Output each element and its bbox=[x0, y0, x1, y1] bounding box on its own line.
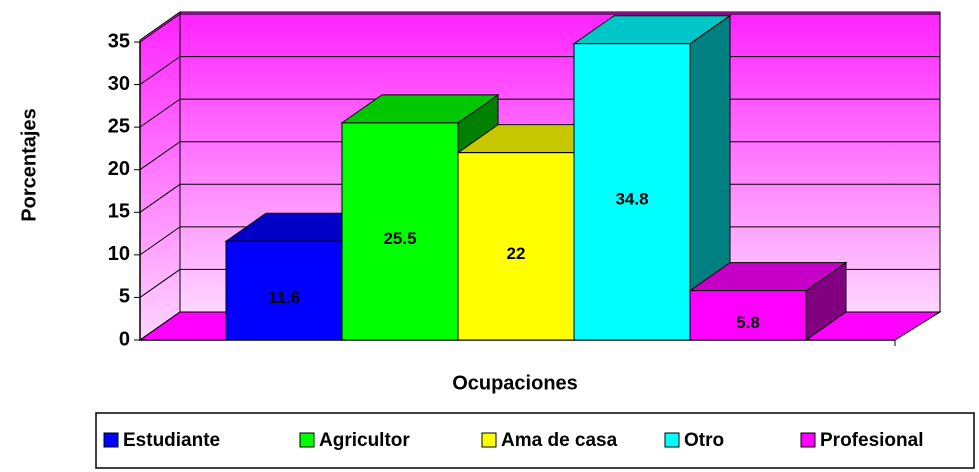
y-tick-label: 10 bbox=[108, 243, 130, 265]
x-axis-title: Ocupaciones bbox=[452, 372, 578, 394]
data-label: 25.5 bbox=[383, 229, 416, 248]
legend-label: Ama de casa bbox=[501, 430, 618, 451]
bar bbox=[573, 43, 691, 341]
y-tick-label: 15 bbox=[108, 201, 130, 223]
legend-label: Otro bbox=[684, 430, 724, 451]
data-label: 11.6 bbox=[268, 288, 300, 307]
legend-swatch bbox=[103, 432, 119, 448]
legend-label: Agricultor bbox=[319, 430, 410, 451]
legend-swatch bbox=[299, 432, 315, 448]
data-label: 34.8 bbox=[615, 189, 648, 208]
legend-box bbox=[95, 412, 975, 469]
y-tick-label: 35 bbox=[108, 30, 130, 52]
y-tick-label: 0 bbox=[119, 328, 130, 350]
bar bbox=[225, 240, 343, 341]
bar bbox=[689, 290, 807, 341]
grid-line bbox=[139, 13, 940, 43]
data-label: 5.8 bbox=[736, 313, 760, 332]
legend-swatch bbox=[481, 432, 497, 448]
y-tick-label: 30 bbox=[108, 73, 130, 95]
y-axis-title: Porcentajes bbox=[18, 108, 40, 221]
bar bbox=[341, 122, 459, 341]
y-tick-label: 25 bbox=[108, 115, 130, 137]
y-tick-label: 20 bbox=[108, 158, 130, 180]
bar bbox=[457, 152, 575, 341]
legend-swatch bbox=[800, 432, 816, 448]
data-label: 22 bbox=[507, 244, 526, 263]
legend-swatch bbox=[664, 432, 680, 448]
y-tick-label: 5 bbox=[119, 286, 130, 308]
legend-label: Profesional bbox=[820, 430, 923, 451]
legend-label: Estudiante bbox=[123, 430, 220, 451]
